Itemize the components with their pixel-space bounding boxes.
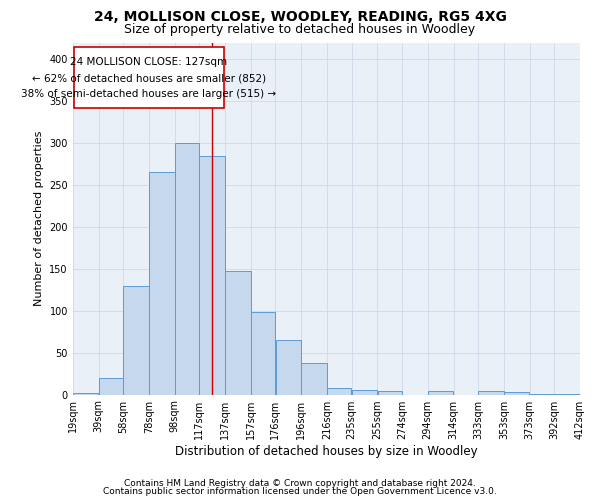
Bar [478,391,503,394]
Bar [301,362,327,394]
X-axis label: Distribution of detached houses by size in Woodley: Distribution of detached houses by size … [175,444,478,458]
Bar [225,272,251,394]
Bar [175,143,199,395]
Bar [74,46,224,108]
Bar [123,286,149,395]
Bar [428,391,454,394]
Bar [149,172,175,394]
Text: 24, MOLLISON CLOSE, WOODLEY, READING, RG5 4XG: 24, MOLLISON CLOSE, WOODLEY, READING, RG… [94,10,506,24]
Y-axis label: Number of detached properties: Number of detached properties [34,131,44,306]
Text: Size of property relative to detached houses in Woodley: Size of property relative to detached ho… [124,22,476,36]
Text: 24 MOLLISON CLOSE: 127sqm: 24 MOLLISON CLOSE: 127sqm [70,57,227,67]
Bar [504,392,529,394]
Bar [99,378,123,394]
Bar [73,393,98,394]
Text: 38% of semi-detached houses are larger (515) →: 38% of semi-detached houses are larger (… [22,90,277,100]
Bar [251,312,275,394]
Bar [275,340,301,394]
Text: ← 62% of detached houses are smaller (852): ← 62% of detached houses are smaller (85… [32,74,266,84]
Bar [352,390,377,394]
Bar [199,156,225,394]
Bar [327,388,352,394]
Text: Contains public sector information licensed under the Open Government Licence v3: Contains public sector information licen… [103,487,497,496]
Bar [377,391,401,394]
Text: Contains HM Land Registry data © Crown copyright and database right 2024.: Contains HM Land Registry data © Crown c… [124,478,476,488]
